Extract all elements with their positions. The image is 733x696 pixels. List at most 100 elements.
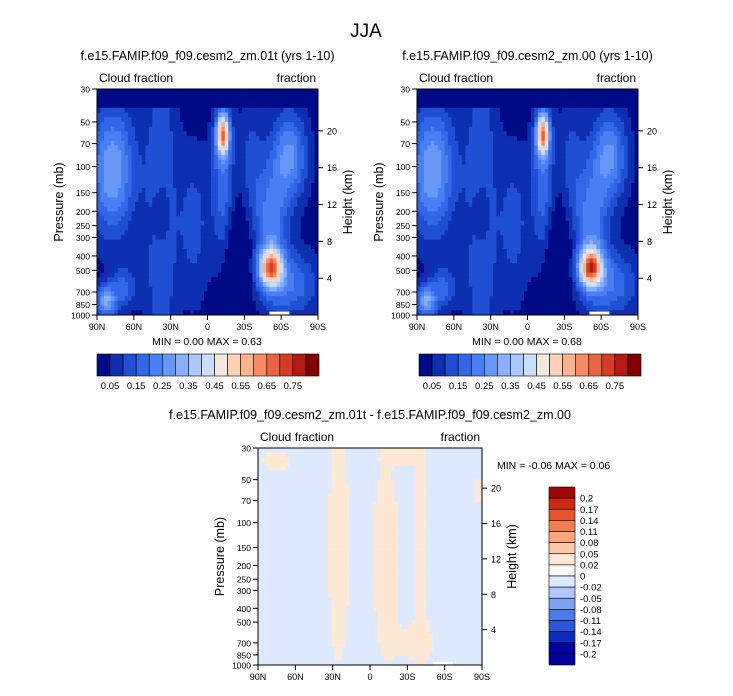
heatmap-cell	[248, 107, 253, 114]
heatmap-cell	[506, 126, 511, 132]
heatmap-cell	[159, 178, 164, 184]
heatmap-cell	[224, 164, 229, 170]
heatmap-cell	[179, 103, 184, 109]
heatmap-cell	[107, 121, 112, 128]
heatmap-cell	[620, 206, 625, 212]
heatmap-cell	[283, 169, 288, 175]
heatmap-cell	[134, 249, 139, 255]
heatmap-cell	[444, 183, 449, 189]
heatmap-cell	[128, 211, 133, 217]
heatmap-cell	[444, 206, 449, 212]
heatmap-cell	[231, 136, 236, 142]
heatmap-cell	[269, 98, 274, 104]
heatmap-cell	[162, 145, 167, 151]
heatmap-cell	[307, 173, 312, 179]
heatmap-cell	[427, 131, 432, 137]
heatmap-cell	[238, 282, 243, 288]
heatmap-cell	[461, 202, 466, 208]
heatmap-cell	[266, 267, 271, 274]
heatmap-cell	[593, 150, 598, 156]
heatmap-cell	[134, 220, 139, 227]
heatmap-cell	[461, 112, 466, 118]
heatmap-cell	[434, 107, 439, 114]
heatmap-cell	[204, 121, 208, 128]
heatmap-cell	[482, 150, 487, 156]
heatmap-cell	[224, 126, 229, 132]
heatmap-cell	[423, 112, 428, 118]
heatmap-cell	[603, 93, 608, 99]
heatmap-cell	[297, 159, 302, 165]
heatmap-cell	[148, 98, 153, 104]
heatmap-cell	[417, 216, 421, 222]
heatmap-cell	[155, 300, 160, 307]
heatmap-cell	[262, 164, 267, 170]
heatmap-cell	[207, 305, 212, 311]
heatmap-cell	[458, 173, 463, 179]
heatmap-cell	[527, 136, 532, 142]
heatmap-cell	[217, 211, 222, 217]
heatmap-cell	[252, 197, 257, 203]
heatmap-cell	[179, 263, 184, 269]
heatmap-cell	[259, 211, 264, 217]
heatmap-cell	[575, 98, 580, 104]
heatmap-cell	[273, 267, 278, 274]
heatmap-cell	[114, 126, 119, 132]
heatmap-cell	[221, 239, 226, 245]
heatmap-cell	[562, 150, 566, 156]
heatmap-cell	[572, 169, 577, 175]
heatmap-cell	[214, 183, 219, 189]
heatmap-cell	[527, 98, 532, 104]
heatmap-cell	[568, 178, 573, 184]
heatmap-cell	[121, 244, 126, 250]
heatmap-cell	[117, 98, 122, 104]
heatmap-cell	[451, 103, 456, 109]
heatmap-cell	[579, 121, 584, 128]
heatmap-cell	[224, 206, 229, 212]
heatmap-cell	[454, 93, 459, 99]
heatmap-cell	[252, 131, 257, 137]
heatmap-cell	[231, 140, 236, 146]
heatmap-cell	[465, 202, 470, 208]
heatmap-cell	[311, 103, 316, 109]
heatmap-cell	[197, 216, 202, 222]
x-tick-label: 60N	[126, 322, 143, 332]
heatmap-cell	[266, 305, 271, 311]
heatmap-cell	[634, 117, 639, 123]
heatmap-cell	[448, 117, 453, 123]
heatmap-cell	[465, 121, 470, 128]
heatmap-cell	[228, 150, 233, 156]
heatmap-cell	[458, 126, 463, 132]
heatmap-cell	[152, 117, 157, 123]
heatmap-cell	[486, 93, 491, 99]
heatmap-cell	[193, 267, 198, 274]
heatmap-cell	[273, 286, 278, 292]
heatmap-cell	[186, 230, 191, 236]
heatmap-cell	[224, 183, 229, 189]
heatmap-cell	[475, 136, 480, 142]
heatmap-cell	[100, 249, 105, 255]
heatmap-cell	[441, 220, 446, 227]
heatmap-cell	[472, 112, 477, 118]
heatmap-cell	[162, 173, 167, 179]
heatmap-cell	[530, 107, 535, 114]
heatmap-cell	[110, 169, 115, 175]
heatmap-cell	[186, 121, 191, 128]
heatmap-cell	[297, 282, 302, 288]
heatmap-cell	[262, 145, 267, 151]
heatmap-cell	[627, 131, 632, 137]
heatmap-cell	[200, 291, 205, 297]
heatmap-cell	[248, 263, 253, 269]
heatmap-cell	[266, 258, 271, 264]
heatmap-cell	[290, 173, 295, 179]
heatmap-cell	[172, 150, 177, 156]
heatmap-cell	[214, 253, 219, 259]
heatmap-cell	[465, 216, 470, 222]
heatmap-cell	[121, 263, 126, 269]
heatmap-cell	[262, 272, 267, 278]
heatmap-cell	[193, 169, 198, 175]
heatmap-cell	[420, 178, 425, 184]
heatmap-cell	[103, 145, 108, 151]
heatmap-cell	[248, 178, 253, 184]
heatmap-cell	[427, 154, 432, 161]
heatmap-cell	[172, 239, 177, 245]
